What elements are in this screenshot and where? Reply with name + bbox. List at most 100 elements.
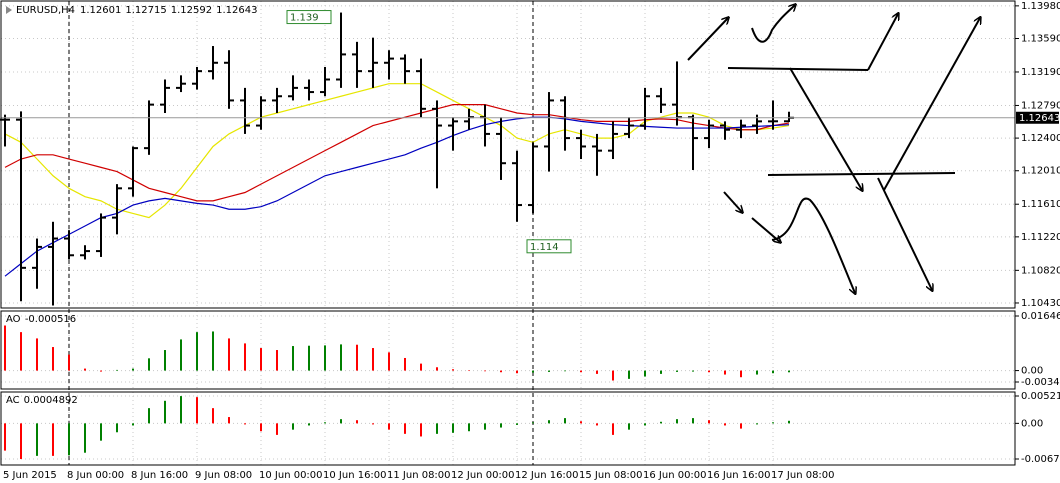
histogram-bar: [772, 370, 774, 374]
ac-header: AC 0.0004892: [6, 395, 78, 406]
y-tick-label: -0.006797: [1021, 454, 1060, 465]
histogram-bar: [196, 332, 198, 371]
moving-average-line: [4, 83, 790, 219]
moving-average-line: [4, 104, 790, 202]
drawn-line: [767, 172, 956, 176]
histogram-bar: [420, 363, 422, 371]
histogram-bar: [500, 370, 502, 373]
histogram-bar: [564, 370, 566, 372]
drawn-line: [727, 67, 869, 71]
current-price-label: 1.12643: [1019, 113, 1060, 124]
histogram-bar: [308, 423, 310, 426]
x-tick-label: 10 Jun 16:00: [323, 470, 387, 481]
x-tick-label: 16 Jun 00:00: [643, 470, 707, 481]
low-price-label: 1.114: [530, 242, 559, 253]
histogram-bar: [660, 370, 662, 374]
histogram-bar: [564, 418, 566, 424]
histogram-bar: [580, 421, 582, 424]
histogram-bar: [644, 423, 646, 426]
histogram-bar: [708, 420, 710, 424]
histogram-bar: [484, 423, 486, 430]
histogram-bar: [100, 423, 102, 441]
histogram-bar: [212, 331, 214, 371]
histogram-bar: [196, 397, 198, 424]
histogram-bar: [308, 345, 310, 371]
histogram-bar: [388, 352, 390, 371]
histogram-bar: [116, 369, 118, 371]
histogram-bar: [788, 420, 790, 424]
drawn-arrow: [867, 14, 898, 71]
y-tick-label: 1.11220: [1021, 232, 1060, 243]
histogram-bar: [292, 346, 294, 371]
histogram-bar: [516, 370, 518, 374]
x-tick-label: 5 Jun 2015: [3, 470, 57, 481]
ao-panel-frame: [0, 310, 1016, 390]
symbol-title: EURUSD,H4: [16, 5, 75, 16]
histogram-bar: [612, 423, 614, 435]
ao-header: AO -0.000516: [6, 314, 76, 325]
x-tick-label: 8 Jun 16:00: [131, 470, 188, 481]
y-tick-label: 1.13590: [1021, 34, 1060, 45]
histogram-bar: [100, 370, 102, 372]
histogram-bar: [436, 423, 438, 434]
histogram-bar: [628, 423, 630, 430]
drawn-arrow: [877, 177, 932, 290]
histogram-bar: [4, 423, 6, 451]
histogram-bar: [788, 370, 790, 373]
main-header: EURUSD,H4 1.12601 1.12715 1.12592 1.12643: [16, 5, 257, 16]
x-tick-label: 9 Jun 08:00: [195, 470, 252, 481]
y-tick-label: -0.003446: [1021, 377, 1060, 388]
ac-title: AC: [6, 395, 20, 406]
y-tick-label: 0.005217: [1021, 391, 1060, 402]
price-label-box: [286, 10, 332, 25]
x-tick-label: 17 Jun 08:00: [771, 470, 835, 481]
histogram-bar: [628, 370, 630, 379]
x-tick-label: 11 Jun 08:00: [387, 470, 451, 481]
x-tick-label: 8 Jun 00:00: [67, 470, 124, 481]
histogram-bar: [20, 332, 22, 371]
histogram-bar: [516, 423, 518, 425]
histogram-bar: [740, 370, 742, 378]
histogram-bar: [468, 423, 470, 432]
histogram-bar: [596, 370, 598, 374]
ac-last-value: 0.0004892: [24, 395, 78, 406]
drawn-arrow: [751, 5, 795, 43]
marks-layer: 1.12643 1.139 1.114: [0, 10, 1060, 460]
histogram-bar: [324, 422, 326, 424]
histogram-bar: [404, 423, 406, 434]
y-tick-label: 1.13980: [1021, 1, 1060, 12]
drawn-arrow: [883, 18, 980, 191]
x-tick-label: 16 Jun 16:00: [707, 470, 771, 481]
y-tick-label: 1.10430: [1021, 298, 1060, 309]
histogram-bar: [596, 423, 598, 426]
histogram-bar: [708, 370, 710, 373]
frame-layer: [0, 0, 1016, 466]
histogram-bar: [4, 325, 6, 371]
histogram-bar: [68, 354, 70, 371]
histogram-bar: [52, 423, 54, 456]
histogram-bar: [692, 370, 694, 372]
y-tick-label: 0.016466: [1021, 311, 1060, 322]
histogram-bar: [468, 370, 470, 371]
x-tick-label: 12 Jun 00:00: [451, 470, 515, 481]
histogram-bar: [132, 423, 134, 426]
histogram-bar: [244, 423, 246, 425]
histogram-bar: [644, 370, 646, 377]
histogram-bar: [260, 423, 262, 432]
histogram-bar: [244, 343, 246, 371]
histogram-bar: [372, 423, 374, 425]
histogram-bar: [276, 350, 278, 371]
y-tick-label: 0.00: [1021, 366, 1043, 377]
histogram-bar: [340, 344, 342, 371]
histogram-bar: [356, 420, 358, 424]
y-tick-label: 0.00: [1021, 418, 1043, 429]
histogram-bar: [420, 423, 422, 437]
histogram-bar: [724, 423, 726, 426]
histogram-bar: [404, 357, 406, 371]
histogram-bar: [116, 423, 118, 433]
histogram-bar: [548, 370, 550, 372]
histogram-bar: [548, 420, 550, 424]
symbol-icon: [6, 6, 12, 14]
histogram-bar: [388, 423, 390, 430]
